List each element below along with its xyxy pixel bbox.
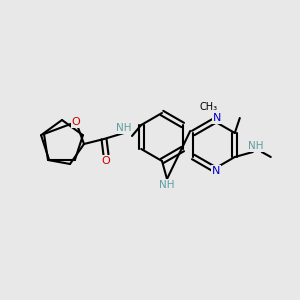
Text: CH₃: CH₃	[200, 102, 218, 112]
Text: O: O	[72, 117, 80, 127]
Text: N: N	[212, 166, 220, 176]
Text: N: N	[213, 113, 221, 123]
Text: O: O	[102, 156, 110, 166]
Text: NH: NH	[116, 123, 132, 133]
Text: NH: NH	[159, 180, 175, 190]
Text: NH: NH	[248, 141, 263, 151]
